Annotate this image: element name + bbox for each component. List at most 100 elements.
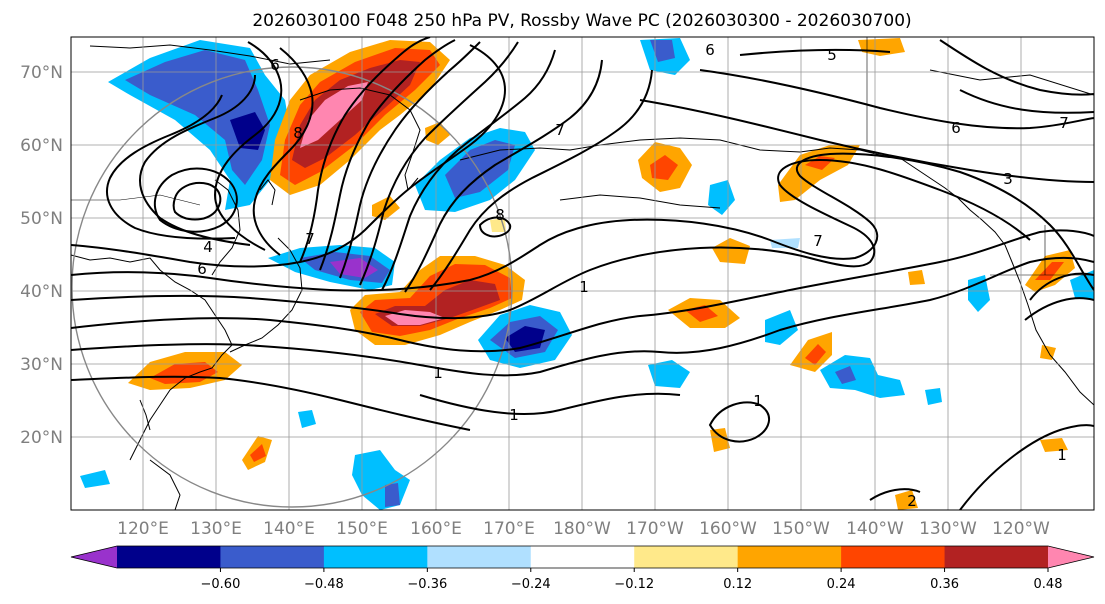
negative-anomaly-region xyxy=(385,483,400,507)
contour-line xyxy=(71,229,1094,353)
negative-anomaly-region xyxy=(445,140,515,198)
contour-line xyxy=(71,256,1094,377)
colorbar: −0.60 −0.48 −0.36 −0.24 −0.12 0.12 0.24 0.36 0.4… xyxy=(70,545,1095,592)
contour-label: 6 xyxy=(270,56,280,74)
contour-line xyxy=(319,39,456,271)
contour-label: 1 xyxy=(579,278,589,296)
colorbar-tick-label: 0.48 xyxy=(1034,577,1063,592)
contour-line xyxy=(739,48,891,56)
negative-anomaly-region xyxy=(298,410,316,428)
colorbar-tick-label: 0.12 xyxy=(723,577,752,592)
contour-line xyxy=(1029,272,1094,301)
coastline xyxy=(259,179,276,206)
colorbar-tick-label: −0.60 xyxy=(201,577,241,592)
contour-label: 6 xyxy=(951,119,961,137)
colorbar-segment xyxy=(117,546,221,568)
contour-label: 7 xyxy=(813,232,823,250)
contour-line xyxy=(959,424,1094,510)
positive-anomaly-region xyxy=(650,155,678,180)
figure-title: 2026030100 F048 250 hPa PV, Rossby Wave … xyxy=(252,11,911,31)
contour-line xyxy=(1024,297,1094,321)
lon-label: 160°W xyxy=(699,519,757,539)
colorbar-segment xyxy=(634,546,739,568)
colorbar-ticks: −0.60 −0.48 −0.36 −0.24 −0.12 0.12 0.24 0.36 0.4… xyxy=(201,568,1063,592)
contour-label: 8 xyxy=(293,124,303,142)
contour-label: 6 xyxy=(197,260,207,278)
colorbar-segment xyxy=(530,546,635,568)
contour-line xyxy=(381,49,556,291)
contour-line xyxy=(71,44,507,268)
contour-line xyxy=(71,375,471,431)
colorbar-tick-label: −0.48 xyxy=(304,577,344,592)
contour-line xyxy=(939,39,1094,96)
contour-line xyxy=(429,69,653,291)
lat-label: 40°N xyxy=(20,282,63,302)
negative-anomaly-region xyxy=(770,238,800,248)
negative-anomaly-region xyxy=(765,310,798,345)
pv-anomaly-shading xyxy=(80,38,1094,510)
lon-label: 120°E xyxy=(117,519,169,539)
coastline xyxy=(299,87,421,192)
colorbar-segment xyxy=(427,546,532,568)
contour-line xyxy=(71,158,1031,320)
lon-label: 130°W xyxy=(919,519,977,539)
contour-labels: 5 6 6 7 7 7 8 6 7 1 1 1 4 6 8 3 1 2 1 xyxy=(197,41,1069,510)
coastline xyxy=(229,237,303,353)
contour-line xyxy=(404,59,603,293)
contour-label: 7 xyxy=(555,121,565,139)
map-frame xyxy=(70,36,1095,511)
lon-label: 140°E xyxy=(263,519,315,539)
contour-label: 8 xyxy=(495,206,505,224)
coastline xyxy=(71,254,233,461)
contour-line xyxy=(71,152,1094,292)
contour-line xyxy=(478,216,512,238)
longitude-labels: 120°E 130°E 140°E 150°E 160°E 170°E 180°… xyxy=(117,519,1050,539)
lat-label: 70°N xyxy=(20,63,63,83)
country-borders xyxy=(71,37,1094,276)
contour-line xyxy=(959,89,1094,114)
map-panel: 5 6 6 7 7 7 8 6 7 1 1 1 4 6 8 3 1 2 1 xyxy=(70,36,1095,511)
contour-line xyxy=(699,69,1094,130)
contour-line xyxy=(106,94,236,240)
colorbar-tick-label: −0.12 xyxy=(614,577,654,592)
contour-line xyxy=(359,41,519,286)
positive-anomaly-region xyxy=(778,145,860,202)
lat-label: 20°N xyxy=(20,428,63,448)
lon-label: 120°W xyxy=(992,519,1050,539)
colorbar-outline xyxy=(70,545,1095,569)
colorbar-segment xyxy=(220,546,325,568)
colorbar-tick-label: 0.36 xyxy=(930,577,959,592)
negative-anomaly-region xyxy=(505,326,545,352)
contour-line xyxy=(708,401,770,443)
positive-anomaly-region xyxy=(250,444,266,462)
lat-label: 30°N xyxy=(20,355,63,375)
lon-label: 180°W xyxy=(553,519,611,539)
lat-label: 60°N xyxy=(20,136,63,156)
positive-anomaly-region xyxy=(292,60,420,168)
range-circle xyxy=(71,66,513,508)
colorbar-tick-label: −0.36 xyxy=(407,577,447,592)
contour-label: 7 xyxy=(305,230,315,248)
lon-label: 140°W xyxy=(846,519,904,539)
negative-anomaly-region xyxy=(80,470,110,488)
positive-anomaly-region xyxy=(710,428,730,452)
negative-anomaly-region xyxy=(835,366,856,384)
lon-label: 170°E xyxy=(483,519,535,539)
contour-label: 1 xyxy=(433,364,443,382)
positive-anomaly-region xyxy=(1040,345,1056,360)
contour-line xyxy=(419,392,681,415)
colorbar-segment xyxy=(737,546,842,568)
negative-anomaly-region xyxy=(125,50,270,185)
negative-anomaly-region xyxy=(925,388,942,405)
contour-line xyxy=(252,47,314,256)
coastline xyxy=(211,179,241,276)
colorbar-extend-max xyxy=(1048,546,1094,568)
positive-anomaly-region xyxy=(712,238,750,264)
contour-label: 7 xyxy=(1059,114,1069,132)
lon-label: 150°W xyxy=(772,519,830,539)
positive-anomaly-region xyxy=(895,490,918,510)
lon-label: 130°E xyxy=(190,519,242,539)
negative-anomaly-region xyxy=(650,40,675,62)
colorbar-segments xyxy=(71,546,1094,568)
contour-label: 5 xyxy=(827,46,837,64)
